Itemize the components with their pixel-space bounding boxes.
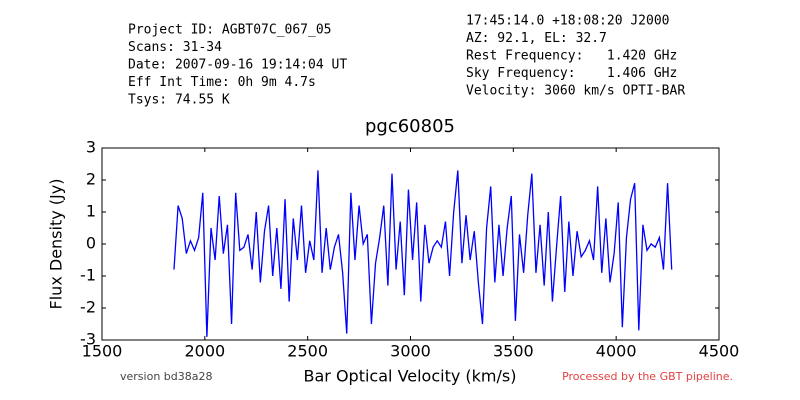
x-tick-label: 3000 [390,342,431,361]
y-tick-label: 1 [86,202,96,221]
info-line: Tsys: 74.55 K [128,93,230,108]
x-axis-label: Bar Optical Velocity (km/s) [304,367,517,386]
info-line: AZ: 92.1, EL: 32.7 [466,31,607,46]
info-line: Date: 2007-09-16 19:14:04 UT [128,58,347,73]
pipeline-note: Processed by the GBT pipeline. [562,370,733,383]
x-tick-label: 1500 [82,342,123,361]
y-tick-label: 3 [86,138,96,157]
spectrum-line [173,170,673,337]
info-line: 17:45:14.0 +18:08:20 J2000 [466,14,670,29]
x-tick-label: 2500 [287,342,328,361]
info-line: Rest Frequency: 1.420 GHz [466,49,677,64]
y-tick-label: -1 [80,266,96,285]
info-line: Velocity: 3060 km/s OPTI-BAR [466,84,685,99]
y-tick-label: -2 [80,298,96,317]
y-axis-label: Flux Density (Jy) [47,179,66,310]
version-note: version bd38a28 [120,370,213,383]
x-tick-label: 2000 [184,342,225,361]
info-line: Sky Frequency: 1.406 GHz [466,66,677,81]
info-line: Eff Int Time: 0h 9m 4.7s [128,75,316,90]
x-tick-label: 3500 [493,342,534,361]
info-line: Scans: 31-34 [128,40,222,55]
x-tick-label: 4000 [596,342,637,361]
y-tick-label: 2 [86,170,96,189]
chart-title: pgc60805 [365,116,455,137]
x-tick-label: 4500 [699,342,740,361]
info-line: Project ID: AGBT07C_067_05 [128,23,332,38]
y-tick-label: 0 [86,234,96,253]
y-tick-label: -3 [80,330,96,349]
